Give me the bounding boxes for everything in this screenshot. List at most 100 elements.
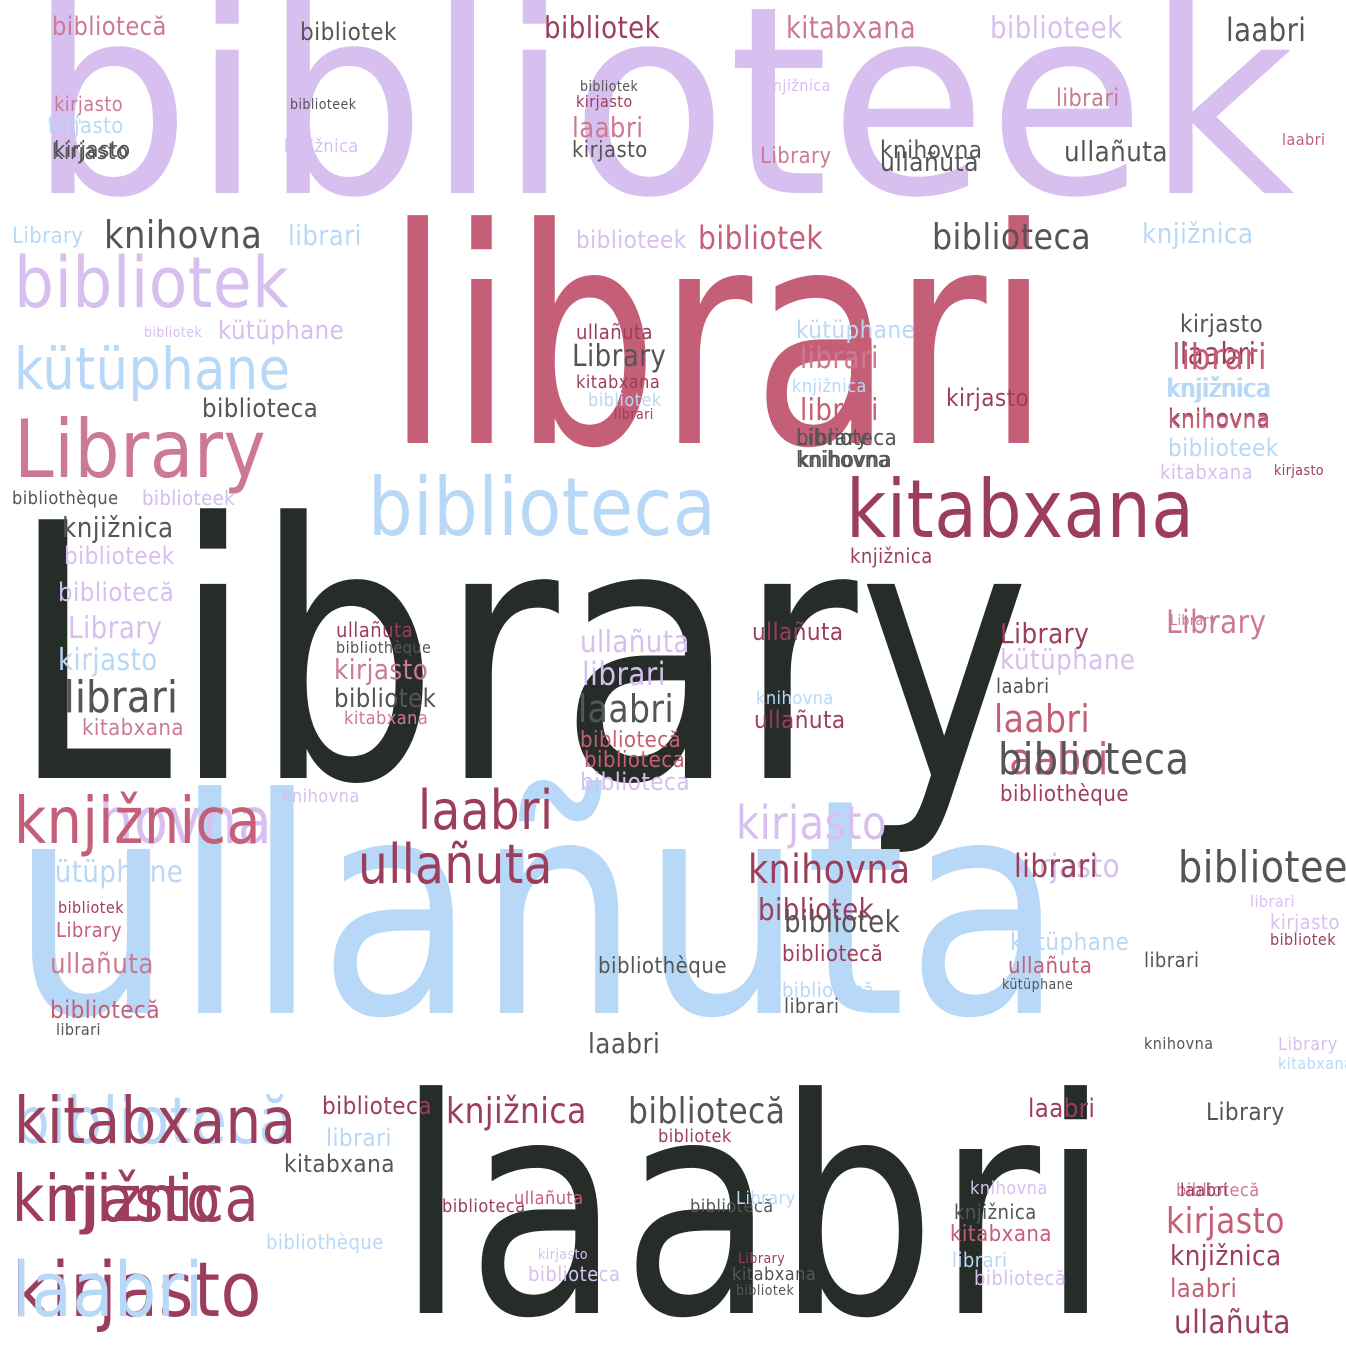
word: Library bbox=[1000, 617, 1090, 650]
word: kirjasto bbox=[1180, 310, 1264, 338]
word: biblioteek bbox=[28, 0, 1296, 255]
word: kütüphane bbox=[1000, 643, 1136, 676]
word: bibliotecă bbox=[690, 1196, 774, 1217]
word: ullañuta bbox=[1064, 135, 1168, 168]
word: bibliotek bbox=[658, 1126, 732, 1147]
word: knihovna bbox=[14, 785, 273, 859]
word: librari bbox=[64, 672, 179, 723]
word: biblioteek bbox=[1168, 434, 1279, 462]
word: laabri bbox=[12, 1245, 204, 1334]
word: librari bbox=[1144, 948, 1200, 972]
word: knjižnica bbox=[284, 136, 359, 157]
word: biblioteca bbox=[998, 734, 1190, 785]
word: biblioteek bbox=[576, 226, 687, 254]
word: kitabxana bbox=[786, 11, 916, 46]
word: kitabxana bbox=[82, 716, 185, 741]
word: librari bbox=[1056, 84, 1120, 112]
word: Library bbox=[760, 144, 832, 169]
word: knihovna bbox=[1168, 406, 1271, 434]
word: kirjasto bbox=[52, 140, 129, 165]
word: knihovna bbox=[798, 448, 893, 473]
word: ullañuta bbox=[576, 320, 653, 344]
word: bibliotecă bbox=[14, 1085, 294, 1159]
word: knihovna bbox=[796, 448, 891, 473]
word: bibliotecă bbox=[628, 1091, 786, 1132]
word: bibliotek bbox=[758, 893, 875, 928]
word: knihovna bbox=[880, 136, 983, 164]
word: bibliotek bbox=[334, 684, 437, 714]
word: ullañuta bbox=[580, 625, 690, 660]
word: bibliothèque bbox=[12, 488, 119, 509]
word: librari bbox=[952, 1248, 1008, 1272]
word: librari bbox=[1014, 847, 1098, 885]
word: bibliotecă bbox=[782, 942, 884, 967]
word: librari bbox=[784, 994, 840, 1018]
word: bibliotek bbox=[144, 325, 203, 341]
word: Library bbox=[1206, 1098, 1285, 1126]
word: knihovna bbox=[282, 786, 360, 807]
word: laabri bbox=[1170, 1274, 1238, 1304]
word: laabri bbox=[1226, 11, 1307, 49]
word: biblioteca bbox=[584, 748, 686, 773]
word: Library bbox=[1166, 603, 1267, 641]
word: librari bbox=[1172, 337, 1268, 378]
word: laabri bbox=[578, 687, 675, 731]
word: Library bbox=[10, 448, 1031, 862]
word: laabri bbox=[588, 1027, 661, 1060]
word: knihovna bbox=[756, 688, 834, 709]
word: librari bbox=[64, 672, 179, 723]
word: biblioteca bbox=[932, 217, 1092, 258]
word: kitabxana bbox=[14, 1085, 297, 1159]
word: kitabxana bbox=[732, 1264, 817, 1285]
word: kirjasto bbox=[1274, 463, 1325, 479]
word: bibliotecă bbox=[58, 578, 175, 608]
word: biblioteca bbox=[322, 1092, 433, 1120]
word: biblioteek bbox=[290, 97, 357, 113]
word: laabri bbox=[418, 779, 554, 842]
word: biblioteek bbox=[64, 542, 175, 570]
word: kitabxana bbox=[1160, 460, 1254, 484]
word: bibliotek bbox=[300, 18, 397, 46]
word: laabri bbox=[1180, 337, 1257, 372]
word: knjižnica bbox=[1170, 1239, 1282, 1272]
word: kütüphane bbox=[796, 316, 916, 344]
word: laabri bbox=[1028, 1094, 1096, 1124]
word: bibliothèque bbox=[1000, 782, 1129, 807]
word: librari bbox=[800, 341, 879, 376]
word: librari bbox=[1250, 892, 1295, 911]
word: bibliothèque bbox=[266, 1230, 384, 1254]
word: ullañuta bbox=[1008, 954, 1093, 979]
word: bibliotek bbox=[1270, 930, 1336, 949]
word: biblioteca bbox=[580, 768, 691, 796]
word: bibliotek bbox=[544, 11, 661, 46]
word: knjižnica bbox=[792, 376, 867, 397]
word: Library bbox=[1170, 613, 1218, 629]
word: laabri bbox=[1282, 130, 1326, 149]
word: librari bbox=[288, 219, 362, 252]
word: ullañuta bbox=[1174, 1303, 1291, 1341]
word: bibliotecă bbox=[580, 728, 682, 753]
word: kitabxana bbox=[284, 1150, 395, 1178]
word: knihovna bbox=[970, 1178, 1048, 1199]
word: bibliotek bbox=[698, 219, 824, 257]
word: bibliothèque bbox=[598, 954, 727, 979]
word: bibliotek bbox=[736, 1283, 795, 1299]
word: Library bbox=[572, 339, 667, 374]
word: librari bbox=[326, 1124, 392, 1152]
word: laabri bbox=[994, 697, 1091, 741]
word: bibliotecă bbox=[782, 978, 875, 1002]
word: kirjasto bbox=[946, 384, 1030, 412]
word: bibliotecă bbox=[1176, 1180, 1260, 1201]
word: biblioteca bbox=[368, 461, 717, 554]
word: Library bbox=[68, 611, 163, 646]
word: kirjasto bbox=[576, 92, 633, 111]
word: kirjasto bbox=[334, 653, 429, 686]
word: kütüphane bbox=[1002, 977, 1074, 993]
word: knihovna bbox=[104, 213, 263, 257]
word: knjižnica bbox=[12, 1163, 260, 1237]
word: kirjasto bbox=[12, 1245, 262, 1334]
word: bibliotek bbox=[14, 242, 290, 324]
word: knjižnica bbox=[1142, 217, 1254, 250]
word: biblioteek bbox=[990, 11, 1123, 46]
